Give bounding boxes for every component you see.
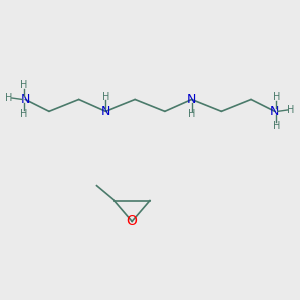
Text: H: H [287, 105, 295, 115]
Text: H: H [20, 80, 27, 90]
Text: N: N [187, 93, 196, 106]
Text: N: N [270, 105, 280, 118]
Text: H: H [5, 93, 13, 103]
Text: H: H [188, 109, 195, 119]
Text: H: H [273, 121, 280, 130]
Text: H: H [102, 92, 109, 101]
Text: H: H [20, 109, 27, 119]
Text: H: H [273, 92, 280, 102]
Text: O: O [127, 214, 138, 228]
Text: N: N [20, 93, 30, 106]
Text: N: N [101, 105, 110, 118]
